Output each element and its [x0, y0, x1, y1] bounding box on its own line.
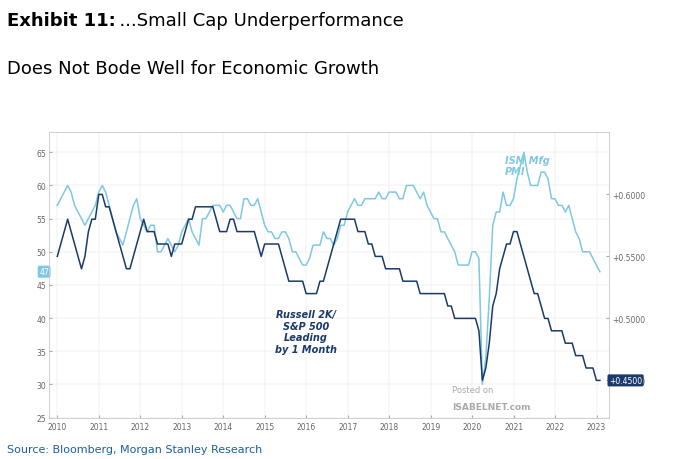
Text: Source: Bloomberg, Morgan Stanley Research: Source: Bloomberg, Morgan Stanley Resear…: [7, 444, 262, 454]
Text: Exhibit 11:: Exhibit 11:: [7, 11, 116, 29]
Text: ...Small Cap Underperformance: ...Small Cap Underperformance: [108, 11, 405, 29]
Text: ISABELNET.com: ISABELNET.com: [452, 402, 531, 411]
Text: Does Not Bode Well for Economic Growth: Does Not Bode Well for Economic Growth: [7, 60, 379, 78]
Text: Posted on: Posted on: [452, 385, 493, 394]
Text: +0.4500: +0.4500: [609, 376, 642, 385]
Text: 47: 47: [39, 268, 49, 277]
Text: ISM Mfg
PMI: ISM Mfg PMI: [505, 156, 550, 177]
Text: Russell 2K/
S&P 500
Leading
by 1 Month: Russell 2K/ S&P 500 Leading by 1 Month: [275, 309, 337, 354]
